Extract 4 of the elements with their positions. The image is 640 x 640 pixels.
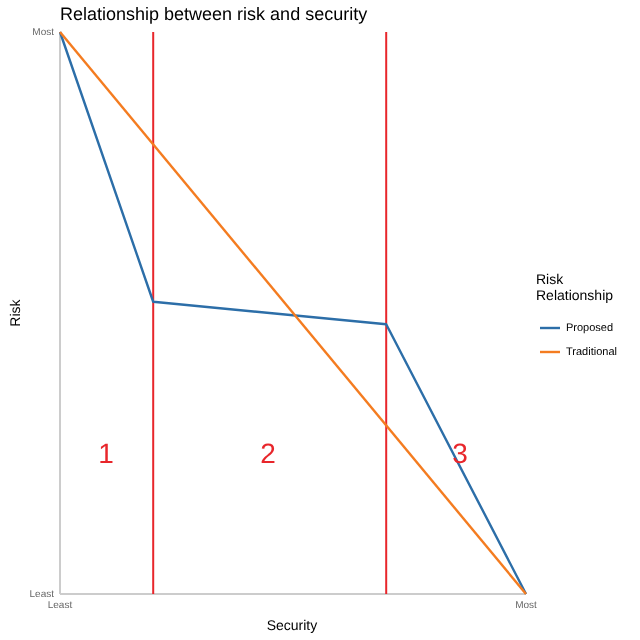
annotation: 1 (98, 437, 115, 470)
annotation: 2 (260, 437, 277, 470)
chart-title: Relationship between risk and security (60, 4, 369, 24)
annotation: 3 (452, 437, 469, 470)
